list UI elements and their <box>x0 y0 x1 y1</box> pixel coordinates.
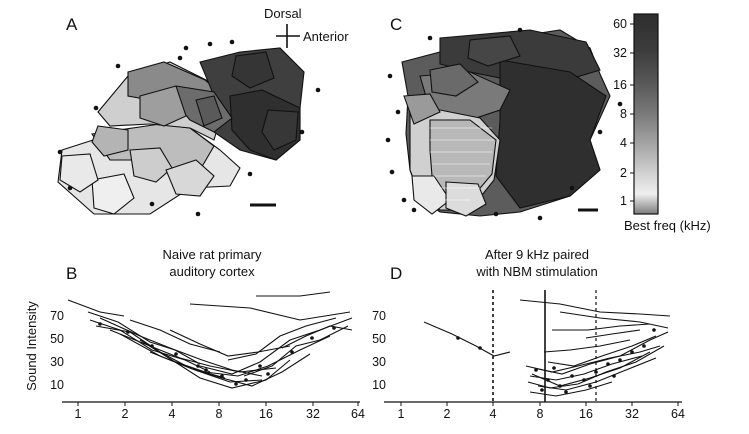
plot-d-x-tick-marks <box>400 402 679 406</box>
colorbar-tick-marks <box>630 23 634 202</box>
plot-b-y-tick: 30 <box>50 355 64 369</box>
map-c-hatching <box>430 127 494 201</box>
plot-d-x-tick: 1 <box>398 407 405 421</box>
plot-b-tuning-curves <box>67 291 353 389</box>
orientation-indicator: Dorsal Anterior <box>264 6 349 48</box>
y-axis-label: Sound Intensity <box>24 301 39 391</box>
panel-label-b: B <box>66 264 77 283</box>
colorbar-gradient <box>633 13 659 215</box>
dorsal-label: Dorsal <box>264 6 302 21</box>
plot-d-x-tick: 2 <box>444 407 451 421</box>
colorbar-tick-16: 16 <box>613 78 627 92</box>
plot-d-y-tick: 10 <box>372 378 386 392</box>
map-c-markers <box>385 27 623 221</box>
plot-d-tuning-curves <box>423 299 671 397</box>
plot-d-x-tick-labels: 1 2 4 8 16 32 64 <box>398 407 685 421</box>
map-a-markers <box>57 39 321 217</box>
plot-d-x-tick: 4 <box>490 407 497 421</box>
plot-b-points <box>98 322 336 386</box>
colorbar-tick-60: 60 <box>613 17 627 31</box>
plot-b-x-tick: 32 <box>306 407 320 421</box>
plot-d-x-tick: 32 <box>625 407 639 421</box>
plot-d-points <box>456 328 656 394</box>
colorbar-tick-4: 4 <box>620 136 627 150</box>
panel-label-a: A <box>66 15 78 34</box>
plot-d-y-tick-labels: 70 50 30 10 <box>372 309 386 392</box>
plot-d-title-line2: with NBM stimulation <box>475 264 597 279</box>
plot-b-x-tick: 64 <box>351 407 365 421</box>
panel-label-d: D <box>390 264 402 283</box>
map-c <box>401 29 611 217</box>
plot-d-x-tick: 16 <box>579 407 593 421</box>
plot-b-x-tick: 4 <box>169 407 176 421</box>
colorbar-tick-2: 2 <box>620 166 627 180</box>
plot-b-x-tick: 1 <box>75 407 82 421</box>
plot-b-y-tick-labels: 70 50 30 10 <box>50 309 64 392</box>
plot-b-y-tick: 70 <box>50 309 64 323</box>
plot-d-y-tick: 50 <box>372 332 386 346</box>
plot-d-title-line1: After 9 kHz paired <box>485 247 589 262</box>
plot-b-x-tick: 16 <box>259 407 273 421</box>
plot-b-title-line2: auditory cortex <box>169 264 255 279</box>
plot-d-x-tick: 64 <box>671 407 685 421</box>
colorbar-tick-labels: 60 32 16 8 4 2 1 <box>613 17 627 208</box>
panel-label-c: C <box>390 15 402 34</box>
colorbar-tick-32: 32 <box>613 46 627 60</box>
plot-d-x-tick: 8 <box>537 407 544 421</box>
plot-b-title-line1: Naive rat primary <box>163 247 262 262</box>
plot-b-y-tick: 50 <box>50 332 64 346</box>
map-a <box>57 47 305 215</box>
plot-b-y-tick: 10 <box>50 378 64 392</box>
anterior-label: Anterior <box>303 29 349 44</box>
plot-b-x-tick-labels: 1 2 4 8 16 32 64 <box>75 407 365 421</box>
plot-b: 1 2 4 8 16 32 64 70 50 30 10 <box>50 291 365 421</box>
plot-b-x-tick-marks <box>77 402 359 406</box>
colorbar-title: Best freq (kHz) <box>624 218 711 233</box>
plot-d: 1 2 4 8 16 32 64 70 50 30 10 <box>372 290 685 421</box>
colorbar-tick-1: 1 <box>620 194 627 208</box>
colorbar-tick-8: 8 <box>620 107 627 121</box>
plot-b-x-tick: 8 <box>216 407 223 421</box>
plot-b-x-tick: 2 <box>122 407 129 421</box>
plot-d-y-tick: 30 <box>372 355 386 369</box>
plot-d-y-tick: 70 <box>372 309 386 323</box>
colorbar: 60 32 16 8 4 2 1 Best freq (kHz) <box>613 13 711 233</box>
